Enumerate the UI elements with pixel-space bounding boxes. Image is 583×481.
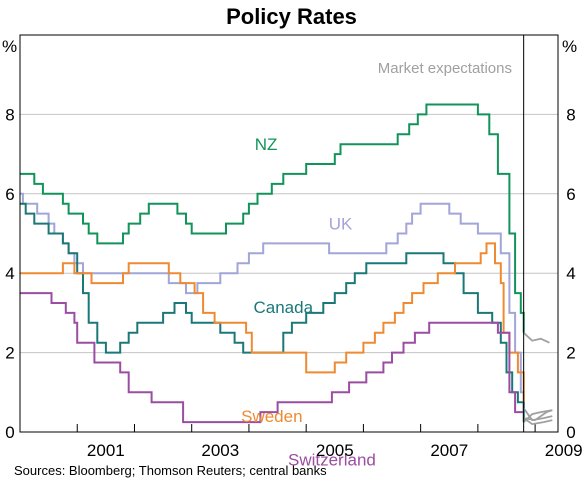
- series-label-sweden: Sweden: [241, 407, 302, 426]
- x-tick-label: 2009: [545, 441, 583, 460]
- series-label-uk: UK: [329, 215, 353, 234]
- series-label-switzerland: Switzerland: [288, 451, 376, 470]
- expectation-line-canada: [523, 417, 553, 426]
- y-tick-label-right: 2: [566, 344, 575, 363]
- expectation-line-switzerland: [523, 409, 553, 422]
- y-axis-unit-left: %: [2, 37, 17, 56]
- expectation-line-uk: [522, 407, 553, 422]
- series-line-nz: [20, 103, 525, 333]
- y-tick-label-right: 0: [566, 423, 575, 442]
- y-tick-label-left: 6: [5, 185, 14, 204]
- y-tick-labels: 0 0 2 2 4 4 6 6 8 8: [5, 105, 575, 442]
- y-tick-label-left: 0: [5, 423, 14, 442]
- series-labels: NZ UK Canada Sweden Switzerland: [241, 135, 376, 470]
- y-tick-label-right: 4: [566, 264, 575, 283]
- y-tick-label-right: 8: [566, 105, 575, 124]
- series-lines: [20, 103, 525, 424]
- y-tick-label-left: 2: [5, 344, 14, 363]
- y-tick-label-right: 6: [566, 185, 575, 204]
- market-expectation-lines: [522, 332, 553, 426]
- x-tick-label: 2005: [316, 441, 354, 460]
- series-line-switzerland: [20, 292, 524, 424]
- series-label-nz: NZ: [255, 135, 278, 154]
- y-tick-label-left: 4: [5, 264, 14, 283]
- market-expectations-annotation: Market expectations: [378, 60, 512, 77]
- x-tick-label: 2001: [87, 441, 125, 460]
- expectation-line-nz: [523, 332, 550, 344]
- y-axis-unit-right: %: [562, 37, 577, 56]
- chart-title: Policy Rates: [226, 4, 357, 29]
- series-label-canada: Canada: [253, 298, 313, 317]
- source-note: Sources: Bloomberg; Thomson Reuters; cen…: [14, 463, 327, 478]
- x-tick-label: 2007: [430, 441, 468, 460]
- plot-frame: [19, 34, 559, 433]
- y-tick-label-left: 8: [5, 105, 14, 124]
- series-line-sweden: [20, 242, 525, 403]
- x-tick-labels: 2001 2003 2005 2007 2009: [87, 441, 583, 460]
- series-line-canada: [20, 202, 525, 423]
- x-tick-label: 2003: [201, 441, 239, 460]
